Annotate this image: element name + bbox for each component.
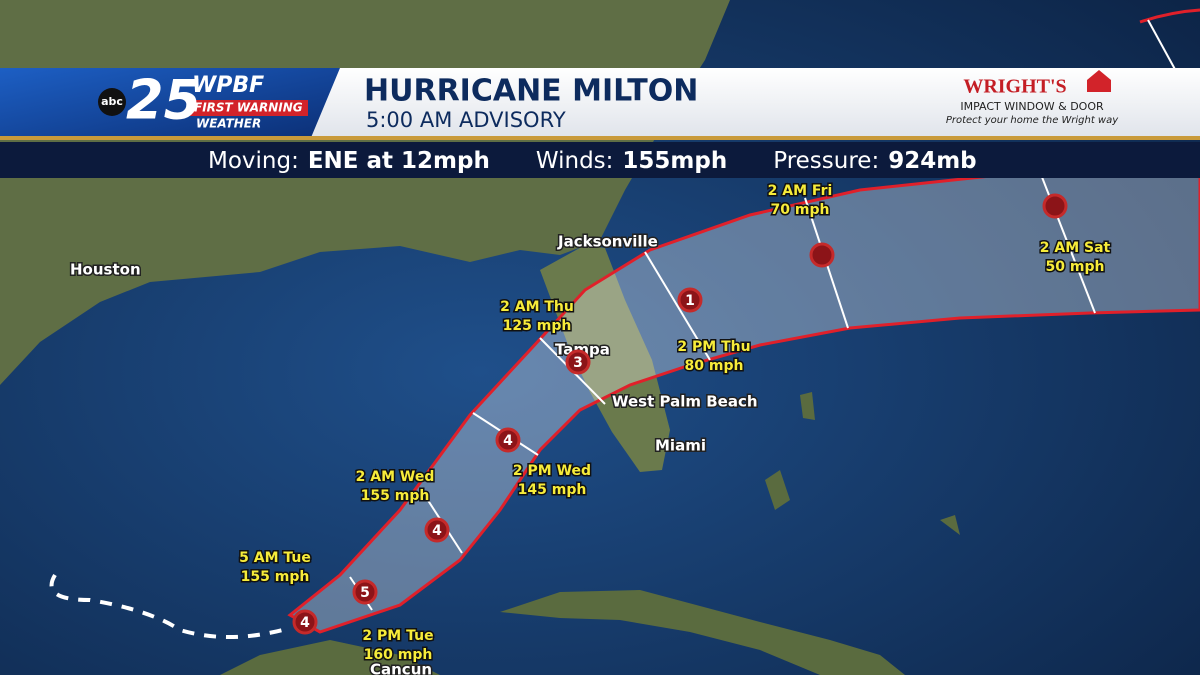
- tagline: WEATHER: [196, 117, 261, 131]
- brand: WPBF: [192, 73, 264, 98]
- network-name: abc: [101, 95, 123, 108]
- tagline: FIRST WARNING: [194, 101, 303, 115]
- network-badge: [98, 88, 126, 116]
- forecast-wind: 155 mph: [361, 488, 430, 504]
- station-number: 25: [126, 69, 201, 132]
- land-yucatan: [220, 640, 440, 675]
- forecast-wind: 80 mph: [685, 358, 744, 374]
- status-value: 155mph: [622, 148, 727, 174]
- sponsor-line: IMPACT WINDOW & DOOR: [960, 100, 1104, 113]
- city-label: Houston: [70, 261, 141, 279]
- forecast-wind: 70 mph: [771, 202, 830, 218]
- status-label: Pressure:: [773, 148, 879, 174]
- storm-marker: [292, 609, 318, 635]
- storm-marker: [1042, 193, 1068, 219]
- track-line: [644, 251, 711, 361]
- storm-marker: [352, 579, 378, 605]
- forecast-time: 2 PM Thu: [677, 339, 750, 355]
- cone-edge: [1139, 8, 1200, 24]
- cone: [287, 148, 1200, 634]
- storm-category: 4: [300, 615, 310, 631]
- city-label: West Palm Beach: [612, 393, 758, 411]
- storm-category: 5: [360, 585, 370, 601]
- forecast-time: 2 AM Wed: [356, 469, 435, 485]
- status-bar: [0, 142, 1200, 178]
- sponsor-name: WRIGHT'S: [963, 76, 1066, 98]
- status-label: Moving:: [208, 148, 299, 174]
- storm-marker: [677, 287, 703, 313]
- forecast-time: 2 AM Sat: [1040, 240, 1111, 256]
- forecast-time: 2 AM Thu: [500, 299, 574, 315]
- status-value: 924mb: [888, 148, 976, 174]
- subtitle: 5:00 AM ADVISORY: [366, 108, 566, 132]
- city-label: Miami: [655, 437, 706, 455]
- status-line: Moving: ENE at 12mph Winds: 155mph Pressure:…: [208, 148, 977, 174]
- forecast-wind: 145 mph: [518, 482, 587, 498]
- land-cuba: [500, 590, 905, 675]
- forecast-wind: 160 mph: [364, 647, 433, 663]
- header-rule: [0, 136, 1200, 140]
- status-label: Winds:: [536, 148, 614, 174]
- status-value: ENE at 12mph: [308, 148, 490, 174]
- past-track: [49, 573, 291, 640]
- storm-category: 4: [432, 523, 442, 539]
- forecast-time: 2 AM Fri: [768, 183, 833, 199]
- forecast-wind: 155 mph: [241, 569, 310, 585]
- city-label: Jacksonville: [557, 233, 658, 251]
- storm-marker: [565, 349, 591, 375]
- title: HURRICANE MILTON: [364, 74, 698, 109]
- sponsor-slogan: Protect your home the Wright way: [946, 115, 1119, 126]
- forecast-time: 2 PM Tue: [362, 628, 433, 644]
- storm-category: 4: [503, 433, 513, 449]
- storm-marker: [809, 242, 835, 268]
- storm-category: 1: [685, 293, 695, 309]
- sponsor-icon: [1087, 70, 1111, 92]
- forecast-wind: 125 mph: [503, 318, 572, 334]
- logo-panel: [0, 68, 340, 140]
- storm-marker: [495, 427, 521, 453]
- tagline-box: [190, 100, 308, 116]
- forecast-wind: 50 mph: [1046, 259, 1105, 275]
- city-label: Cancun: [370, 661, 432, 675]
- forecast-time: 5 AM Tue: [239, 550, 311, 566]
- forecast-time: 2 PM Wed: [513, 463, 591, 479]
- storm-category: 3: [573, 355, 583, 371]
- storm-marker: [424, 517, 450, 543]
